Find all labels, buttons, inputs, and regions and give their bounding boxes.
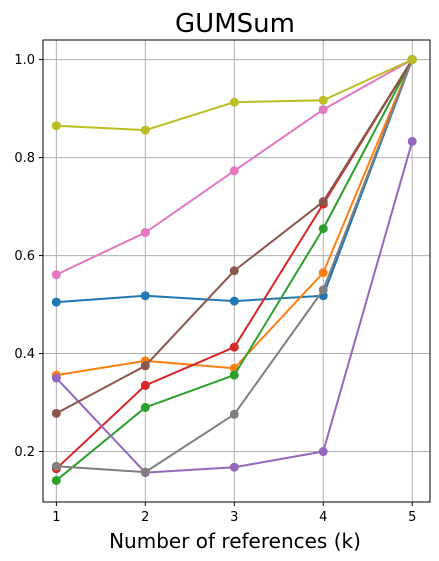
series-1: [51, 55, 417, 307]
data-point: [407, 55, 417, 65]
data-point: [229, 462, 239, 472]
data-point: [140, 228, 150, 238]
data-point: [229, 370, 239, 380]
data-point: [140, 467, 150, 477]
data-point: [407, 136, 417, 146]
data-point: [229, 342, 239, 352]
data-point: [229, 296, 239, 306]
data-point: [229, 266, 239, 276]
data-point: [51, 373, 61, 383]
y-tick-label: 0.6: [14, 249, 35, 264]
data-point: [51, 475, 61, 485]
data-point: [51, 297, 61, 307]
data-point: [318, 268, 328, 278]
y-tick-label: 1.0: [14, 53, 35, 68]
chart-title: GUMSum: [175, 9, 295, 39]
x-axis-ticks: 1 2 3 4 5: [52, 502, 416, 525]
series-9: [51, 55, 417, 135]
y-tick-label: 0.2: [14, 445, 35, 460]
data-point: [140, 291, 150, 301]
plot-frame: [42, 39, 431, 503]
x-tick-label: 5: [408, 510, 416, 525]
data-point: [318, 224, 328, 234]
data-point: [318, 105, 328, 115]
data-point: [51, 408, 61, 418]
x-axis-label: Number of references (k): [109, 529, 361, 553]
y-tick-label: 0.4: [14, 347, 35, 362]
data-point: [318, 95, 328, 105]
data-point: [140, 125, 150, 135]
data-point: [318, 447, 328, 457]
data-point: [140, 361, 150, 371]
y-tick-label: 0.8: [14, 151, 35, 166]
series-layer: [51, 55, 417, 485]
data-point: [140, 380, 150, 390]
y-axis-ticks: 0.2 0.4 0.6 0.8 1.0: [14, 53, 43, 460]
data-point: [318, 285, 328, 295]
x-tick-label: 4: [319, 510, 327, 525]
data-point: [51, 121, 61, 131]
x-tick-label: 1: [52, 510, 60, 525]
data-point: [229, 166, 239, 176]
x-tick-label: 3: [230, 510, 238, 525]
data-point: [51, 461, 61, 471]
data-point: [229, 409, 239, 419]
data-point: [51, 270, 61, 280]
data-point: [229, 97, 239, 107]
data-point: [318, 197, 328, 207]
data-point: [140, 402, 150, 412]
x-tick-label: 2: [141, 510, 149, 525]
grid: [43, 40, 430, 502]
